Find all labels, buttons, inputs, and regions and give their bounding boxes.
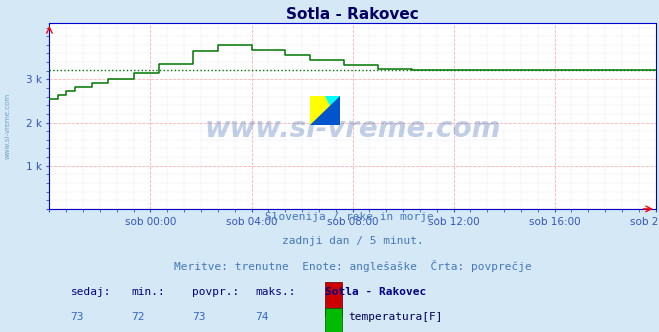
Text: min.:: min.: — [131, 287, 165, 297]
Text: Meritve: trenutne  Enote: anglešaške  Črta: povprečje: Meritve: trenutne Enote: anglešaške Črta… — [174, 260, 531, 272]
Text: 73: 73 — [192, 312, 206, 322]
Text: sedaj:: sedaj: — [71, 287, 111, 297]
Text: 74: 74 — [256, 312, 269, 322]
Text: povpr.:: povpr.: — [192, 287, 239, 297]
Polygon shape — [310, 96, 341, 125]
Text: 73: 73 — [71, 312, 84, 322]
Text: www.si-vreme.com: www.si-vreme.com — [5, 93, 11, 159]
Text: maks.:: maks.: — [256, 287, 296, 297]
Polygon shape — [326, 96, 341, 125]
Bar — [326, 282, 342, 315]
Text: www.si-vreme.com: www.si-vreme.com — [204, 115, 501, 143]
Title: Sotla - Rakovec: Sotla - Rakovec — [286, 7, 419, 22]
Bar — [310, 96, 341, 125]
Text: zadnji dan / 5 minut.: zadnji dan / 5 minut. — [281, 236, 424, 246]
Bar — [326, 308, 342, 332]
Text: 72: 72 — [131, 312, 145, 322]
Text: Slovenija / reke in morje.: Slovenija / reke in morje. — [265, 212, 440, 222]
Text: Sotla - Rakovec: Sotla - Rakovec — [326, 287, 426, 297]
Text: temperatura[F]: temperatura[F] — [349, 312, 443, 322]
